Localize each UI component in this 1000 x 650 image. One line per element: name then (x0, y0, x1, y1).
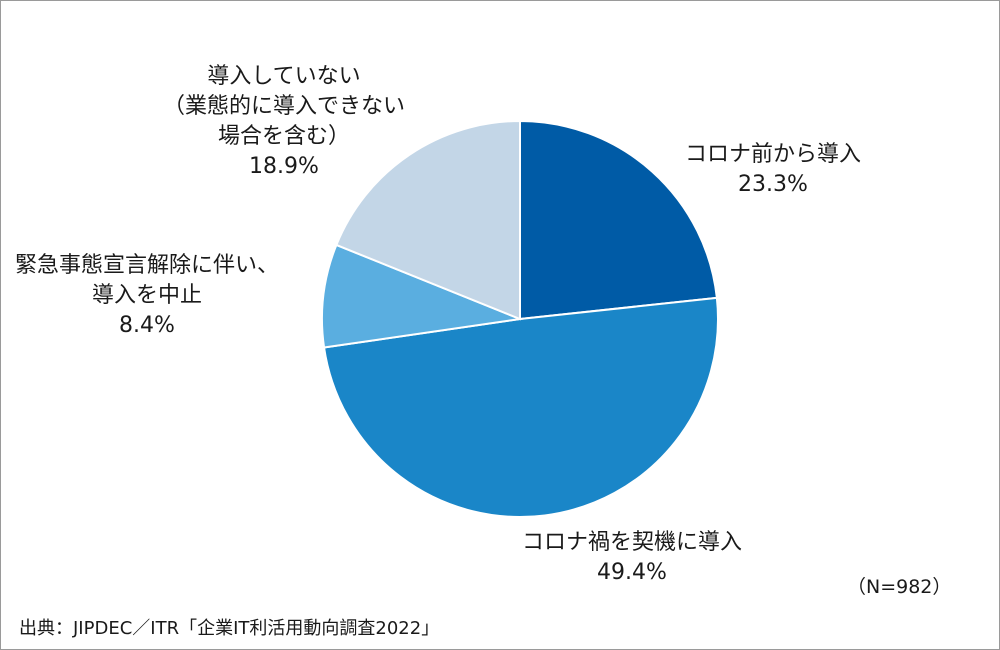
source-caption: 出典：JIPDEC／ITR「企業IT利活用動向調査2022」 (19, 618, 439, 639)
slice-discontinued (321, 243, 524, 349)
slice-category-label: 導入を中止 (92, 283, 202, 308)
slice-category-label: （業態的に導入できない (163, 94, 405, 119)
slice-pre-covid (519, 119, 718, 321)
sample-size-note: （N=982） (847, 576, 951, 598)
slice-value-label: 23.3% (738, 172, 808, 197)
slice-value-label: 18.9% (249, 154, 319, 179)
slice-not-introduced (335, 119, 521, 321)
slice-category-label: 場合を含む） (218, 124, 350, 149)
slice-category-label: 導入していない (207, 64, 360, 89)
slice-value-label: 8.4% (119, 313, 175, 338)
slice-value-label: 49.4% (597, 560, 667, 585)
slice-category-label: 緊急事態宣言解除に伴い、 (15, 253, 279, 278)
slice-category-label: コロナ前から導入 (685, 142, 861, 167)
slice-covid-triggered (322, 296, 719, 518)
slice-labels: コロナ前から導入 23.3% コロナ禍を契機に導入 49.4% 緊急事態宣言解除に伴い、… (15, 64, 861, 585)
slice-category-label: コロナ禍を契機に導入 (522, 530, 742, 555)
pie-slices (321, 119, 719, 518)
